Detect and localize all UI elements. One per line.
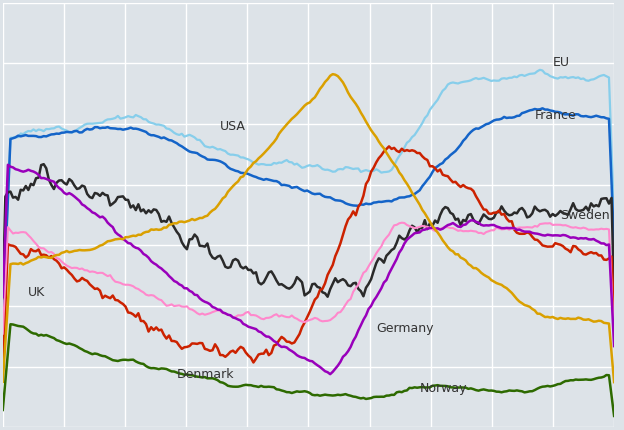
Text: USA: USA xyxy=(220,120,246,133)
Text: EU: EU xyxy=(553,56,570,69)
Text: Denmark: Denmark xyxy=(177,368,234,381)
Text: Sweden: Sweden xyxy=(560,209,610,221)
Text: Norway: Norway xyxy=(420,382,467,395)
Text: Germany: Germany xyxy=(376,322,434,335)
Text: France: France xyxy=(535,110,577,123)
Text: UK: UK xyxy=(28,286,46,299)
